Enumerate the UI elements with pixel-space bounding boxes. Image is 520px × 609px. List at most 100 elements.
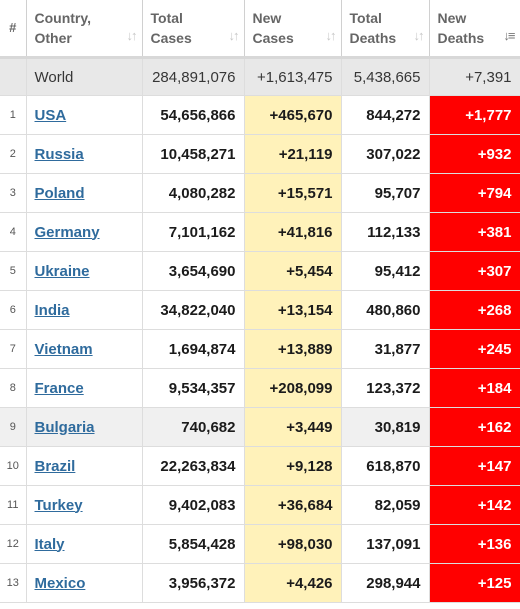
country-link[interactable]: Mexico (34, 574, 86, 592)
new-cases-column-header[interactable]: New Cases ↓↑ (244, 0, 342, 58)
total-cases-header-label: Total Cases (150, 10, 192, 46)
country-link[interactable]: Poland (34, 184, 85, 202)
country-cell: Ukraine (26, 251, 143, 291)
table-row: 8 France 9,534,357 +208,099 123,372 +184 (0, 368, 520, 408)
total-deaths-column-header[interactable]: Total Deaths ↓↑ (341, 0, 430, 58)
table-row: 1 USA 54,656,866 +465,670 844,272 +1,777 (0, 95, 520, 135)
country-cell: Germany (26, 212, 143, 252)
total-cases-cell: 34,822,040 (142, 290, 245, 330)
table-row: 11 Turkey 9,402,083 +36,684 82,059 +142 (0, 485, 520, 525)
world-total-cases-cell: 284,891,076 (142, 56, 245, 96)
country-link[interactable]: Ukraine (34, 262, 90, 280)
total-deaths-cell: 30,819 (341, 407, 430, 447)
country-cell: USA (26, 95, 143, 135)
rank-cell: 3 (0, 173, 27, 213)
new-cases-cell: +41,816 (244, 212, 342, 252)
country-link[interactable]: Vietnam (34, 340, 93, 358)
total-cases-cell: 9,534,357 (142, 368, 245, 408)
rank-cell: 8 (0, 368, 27, 408)
sort-descending-icon[interactable]: ↓≡ (503, 28, 515, 43)
new-cases-cell: +3,449 (244, 407, 342, 447)
table-row: 2 Russia 10,458,271 +21,119 307,022 +932 (0, 134, 520, 174)
new-deaths-cell: +307 (429, 251, 520, 291)
sort-arrows-icon[interactable]: ↓↑ (228, 28, 240, 43)
table-row: 9 Bulgaria 740,682 +3,449 30,819 +162 (0, 407, 520, 447)
country-link[interactable]: France (34, 379, 84, 397)
new-deaths-cell: +245 (429, 329, 520, 369)
new-cases-cell: +21,119 (244, 134, 342, 174)
country-link[interactable]: India (34, 301, 70, 319)
new-cases-cell: +9,128 (244, 446, 342, 486)
country-cell: Russia (26, 134, 143, 174)
rank-cell: 5 (0, 251, 27, 291)
new-deaths-cell: +142 (429, 485, 520, 525)
sort-arrows-icon[interactable]: ↓↑ (413, 28, 425, 43)
new-deaths-cell: +1,777 (429, 95, 520, 135)
new-cases-cell: +5,454 (244, 251, 342, 291)
new-cases-cell: +13,889 (244, 329, 342, 369)
country-link[interactable]: Turkey (34, 496, 83, 514)
sort-arrows-icon[interactable]: ↓↑ (126, 28, 138, 43)
rank-column-header: # (0, 0, 27, 58)
table-row: 5 Ukraine 3,654,690 +5,454 95,412 +307 (0, 251, 520, 291)
world-total-row: World 284,891,076 +1,613,475 5,438,665 +… (0, 56, 520, 96)
total-deaths-cell: 480,860 (341, 290, 430, 330)
new-deaths-cell: +184 (429, 368, 520, 408)
country-link[interactable]: Bulgaria (34, 418, 95, 436)
new-cases-cell: +15,571 (244, 173, 342, 213)
country-column-header[interactable]: Country, Other ↓↑ (26, 0, 143, 58)
country-link[interactable]: Germany (34, 223, 100, 241)
rank-cell: 9 (0, 407, 27, 447)
new-deaths-column-header[interactable]: New Deaths ↓≡ (429, 0, 520, 58)
table-row: 12 Italy 5,854,428 +98,030 137,091 +136 (0, 524, 520, 564)
world-rank-cell (0, 56, 27, 96)
new-cases-cell: +98,030 (244, 524, 342, 564)
country-header-label: Country, Other (34, 10, 92, 46)
rank-cell: 11 (0, 485, 27, 525)
total-cases-column-header[interactable]: Total Cases ↓↑ (142, 0, 245, 58)
total-deaths-cell: 95,707 (341, 173, 430, 213)
country-link[interactable]: USA (34, 106, 67, 124)
country-cell: Turkey (26, 485, 143, 525)
total-cases-cell: 4,080,282 (142, 173, 245, 213)
country-link[interactable]: Russia (34, 145, 84, 163)
table-row: 3 Poland 4,080,282 +15,571 95,707 +794 (0, 173, 520, 213)
total-deaths-cell: 31,877 (341, 329, 430, 369)
total-cases-cell: 22,263,834 (142, 446, 245, 486)
total-cases-cell: 9,402,083 (142, 485, 245, 525)
country-cell: Mexico (26, 563, 143, 603)
total-deaths-cell: 307,022 (341, 134, 430, 174)
new-cases-cell: +36,684 (244, 485, 342, 525)
total-deaths-cell: 618,870 (341, 446, 430, 486)
total-deaths-cell: 844,272 (341, 95, 430, 135)
world-total-deaths-cell: 5,438,665 (341, 56, 430, 96)
table-row: 13 Mexico 3,956,372 +4,426 298,944 +125 (0, 563, 520, 603)
total-deaths-cell: 123,372 (341, 368, 430, 408)
rank-cell: 10 (0, 446, 27, 486)
total-cases-cell: 3,956,372 (142, 563, 245, 603)
sort-arrows-icon[interactable]: ↓↑ (325, 28, 337, 43)
rank-cell: 12 (0, 524, 27, 564)
country-cell: India (26, 290, 143, 330)
total-deaths-header-label: Total Deaths (349, 10, 397, 46)
rank-cell: 1 (0, 95, 27, 135)
table-row: 7 Vietnam 1,694,874 +13,889 31,877 +245 (0, 329, 520, 369)
country-link[interactable]: Brazil (34, 457, 76, 475)
new-deaths-cell: +381 (429, 212, 520, 252)
country-cell: Vietnam (26, 329, 143, 369)
country-cell: Brazil (26, 446, 143, 486)
country-link[interactable]: Italy (34, 535, 65, 553)
rank-cell: 6 (0, 290, 27, 330)
new-cases-cell: +208,099 (244, 368, 342, 408)
country-cell: Poland (26, 173, 143, 213)
total-cases-cell: 740,682 (142, 407, 245, 447)
new-deaths-cell: +268 (429, 290, 520, 330)
country-cell: Bulgaria (26, 407, 143, 447)
world-new-deaths-cell: +7,391 (429, 56, 520, 96)
country-cell: Italy (26, 524, 143, 564)
new-deaths-cell: +932 (429, 134, 520, 174)
new-deaths-cell: +794 (429, 173, 520, 213)
rank-cell: 13 (0, 563, 27, 603)
total-deaths-cell: 298,944 (341, 563, 430, 603)
